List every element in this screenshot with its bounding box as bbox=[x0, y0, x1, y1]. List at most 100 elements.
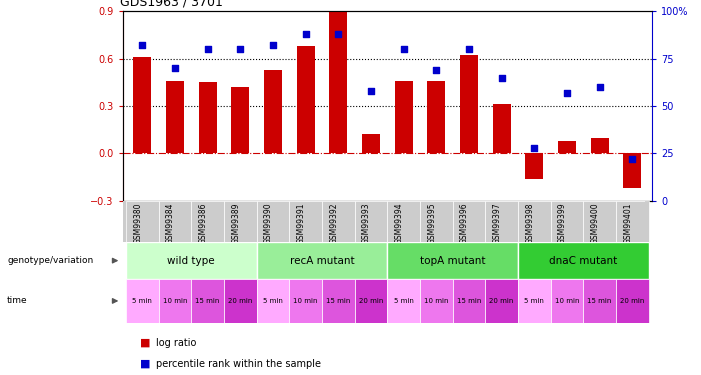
Bar bbox=[387, 242, 518, 279]
Text: 10 min: 10 min bbox=[554, 298, 579, 304]
Point bbox=[594, 84, 605, 90]
Bar bbox=[518, 279, 551, 322]
Text: 15 min: 15 min bbox=[326, 298, 350, 304]
Point bbox=[562, 90, 573, 96]
Text: wild type: wild type bbox=[168, 256, 215, 266]
Text: GSM99384: GSM99384 bbox=[166, 202, 175, 244]
Bar bbox=[231, 87, 250, 153]
Point bbox=[398, 46, 409, 52]
Text: GDS1963 / 3701: GDS1963 / 3701 bbox=[120, 0, 223, 9]
Text: GSM99396: GSM99396 bbox=[460, 202, 469, 244]
Bar bbox=[583, 279, 616, 322]
Text: GSM99399: GSM99399 bbox=[558, 202, 567, 244]
Point bbox=[137, 42, 148, 48]
Text: GSM99401: GSM99401 bbox=[623, 202, 632, 244]
Bar bbox=[616, 279, 648, 322]
Text: 10 min: 10 min bbox=[294, 298, 318, 304]
Text: 15 min: 15 min bbox=[196, 298, 220, 304]
Point bbox=[267, 42, 278, 48]
Bar bbox=[290, 279, 322, 322]
Bar bbox=[126, 279, 158, 322]
Bar bbox=[460, 56, 478, 153]
Text: recA mutant: recA mutant bbox=[290, 256, 354, 266]
Text: 10 min: 10 min bbox=[424, 298, 449, 304]
Bar bbox=[623, 153, 641, 188]
Bar bbox=[518, 242, 648, 279]
Text: GSM99390: GSM99390 bbox=[264, 202, 273, 244]
Text: dnaC mutant: dnaC mutant bbox=[549, 256, 618, 266]
Bar bbox=[518, 201, 551, 242]
Text: 20 min: 20 min bbox=[620, 298, 644, 304]
Bar bbox=[591, 138, 608, 153]
Text: GSM99389: GSM99389 bbox=[231, 202, 240, 244]
Bar bbox=[158, 279, 191, 322]
Text: 20 min: 20 min bbox=[489, 298, 514, 304]
Point bbox=[300, 31, 311, 37]
Bar bbox=[420, 201, 453, 242]
Text: 5 min: 5 min bbox=[132, 298, 152, 304]
Bar bbox=[355, 201, 387, 242]
Bar bbox=[395, 81, 413, 153]
Bar bbox=[191, 201, 224, 242]
Bar bbox=[191, 279, 224, 322]
Bar bbox=[453, 279, 485, 322]
Bar bbox=[257, 242, 387, 279]
Bar bbox=[126, 201, 158, 242]
Point bbox=[463, 46, 475, 52]
Bar bbox=[133, 57, 151, 153]
Bar bbox=[485, 279, 518, 322]
Text: GSM99394: GSM99394 bbox=[395, 202, 404, 244]
Text: log ratio: log ratio bbox=[156, 338, 196, 348]
Bar bbox=[198, 82, 217, 153]
Point bbox=[496, 75, 508, 81]
Point bbox=[202, 46, 213, 52]
Bar bbox=[329, 11, 347, 153]
Text: GSM99395: GSM99395 bbox=[428, 202, 436, 244]
Text: 5 min: 5 min bbox=[394, 298, 414, 304]
Bar bbox=[551, 279, 583, 322]
Text: GSM99393: GSM99393 bbox=[362, 202, 371, 244]
Bar bbox=[453, 201, 485, 242]
Text: 10 min: 10 min bbox=[163, 298, 187, 304]
Bar bbox=[583, 201, 616, 242]
Text: genotype/variation: genotype/variation bbox=[7, 256, 93, 265]
Bar bbox=[558, 141, 576, 153]
Bar bbox=[485, 201, 518, 242]
Bar bbox=[224, 201, 257, 242]
Bar bbox=[322, 201, 355, 242]
Bar bbox=[264, 70, 282, 153]
Text: GSM99391: GSM99391 bbox=[297, 202, 306, 244]
Point bbox=[430, 67, 442, 73]
Text: GSM99392: GSM99392 bbox=[329, 202, 339, 244]
Bar bbox=[166, 81, 184, 153]
Text: GSM99398: GSM99398 bbox=[525, 202, 534, 244]
Point bbox=[365, 88, 376, 94]
Bar bbox=[322, 279, 355, 322]
Text: 15 min: 15 min bbox=[457, 298, 481, 304]
Bar bbox=[297, 46, 315, 153]
Text: GSM99400: GSM99400 bbox=[591, 202, 599, 244]
Bar bbox=[493, 104, 510, 153]
Point bbox=[235, 46, 246, 52]
Text: percentile rank within the sample: percentile rank within the sample bbox=[156, 359, 320, 369]
Text: GSM99397: GSM99397 bbox=[493, 202, 502, 244]
Bar bbox=[428, 81, 445, 153]
Bar bbox=[257, 279, 290, 322]
Text: 15 min: 15 min bbox=[587, 298, 612, 304]
Text: GSM99380: GSM99380 bbox=[133, 202, 142, 244]
Bar bbox=[158, 201, 191, 242]
Text: 5 min: 5 min bbox=[263, 298, 283, 304]
Point bbox=[627, 156, 638, 162]
Point bbox=[529, 145, 540, 151]
Point bbox=[333, 31, 344, 37]
Bar bbox=[387, 279, 420, 322]
Bar bbox=[355, 279, 387, 322]
Bar bbox=[387, 201, 420, 242]
Bar bbox=[126, 242, 257, 279]
Text: GSM99386: GSM99386 bbox=[198, 202, 207, 244]
Bar bbox=[290, 201, 322, 242]
Point bbox=[170, 65, 181, 71]
Text: topA mutant: topA mutant bbox=[420, 256, 485, 266]
Text: 20 min: 20 min bbox=[228, 298, 252, 304]
Text: ■: ■ bbox=[140, 338, 151, 348]
